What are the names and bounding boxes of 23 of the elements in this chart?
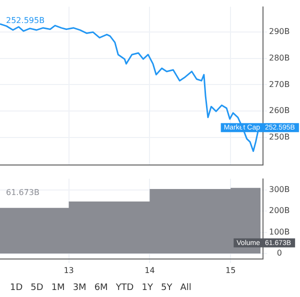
annotation: 61.673B	[6, 188, 40, 197]
x-tick-label: 13	[64, 266, 74, 275]
y-tick-label: 290B	[268, 26, 290, 36]
text: 6M	[94, 283, 108, 293]
text: 3M	[72, 283, 86, 293]
annotation: 252.595B	[6, 16, 45, 25]
text: All	[180, 283, 192, 293]
y-tick-label: 250B	[268, 132, 290, 142]
text: 5D	[30, 283, 44, 293]
text: YTD	[116, 283, 134, 293]
text: 1Y	[142, 283, 153, 293]
y-tick-label: 300B	[268, 184, 290, 194]
y-tick-label: 100B	[268, 227, 290, 236]
y-tick-label: 270B	[268, 80, 290, 89]
text: 5Y	[160, 283, 172, 293]
text: 1M	[51, 283, 65, 293]
x-tick-label: 15	[226, 266, 236, 275]
y-tick-label: 200B	[268, 206, 290, 216]
x-tick-label: 14	[144, 266, 155, 275]
text: 1D	[10, 283, 23, 293]
y-tick-label: 260B	[268, 106, 290, 116]
y-tick-label: 0	[276, 248, 282, 258]
y-tick-label: 280B	[268, 53, 290, 62]
